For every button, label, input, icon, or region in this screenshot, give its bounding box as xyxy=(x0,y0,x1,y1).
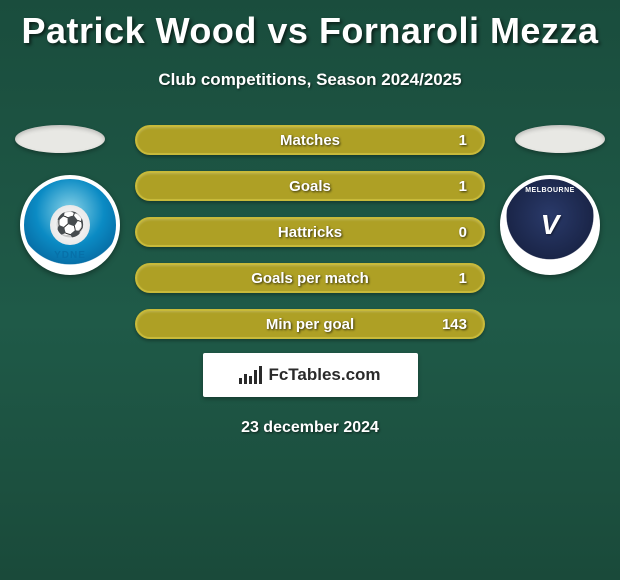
stat-value: 1 xyxy=(459,132,467,149)
stat-label: Matches xyxy=(280,132,340,149)
club-badge-left: YDNE xyxy=(20,175,120,275)
stat-row-hattricks: Hattricks 0 xyxy=(135,217,485,247)
footer-date: 23 december 2024 xyxy=(0,419,620,437)
stat-value: 1 xyxy=(459,178,467,195)
comparison-area: YDNE MELBOURNE V Matches 1 Goals 1 Hattr… xyxy=(0,125,620,345)
brand-logo: FcTables.com xyxy=(203,353,418,397)
ball-icon xyxy=(50,205,90,245)
club-right-top: MELBOURNE xyxy=(504,187,596,194)
stat-value: 1 xyxy=(459,270,467,287)
page-title: Patrick Wood vs Fornaroli Mezza xyxy=(0,0,620,52)
player-photo-left xyxy=(15,125,105,153)
stat-label: Hattricks xyxy=(278,224,342,241)
stat-value: 0 xyxy=(459,224,467,241)
club-right-main: V xyxy=(541,209,560,241)
stat-value: 143 xyxy=(442,316,467,333)
page-subtitle: Club competitions, Season 2024/2025 xyxy=(0,70,620,90)
club-left-code: YDNE xyxy=(24,250,116,261)
chart-icon xyxy=(239,366,262,384)
brand-text: FcTables.com xyxy=(268,365,380,385)
stat-row-matches: Matches 1 xyxy=(135,125,485,155)
stat-row-goals: Goals 1 xyxy=(135,171,485,201)
stat-label: Min per goal xyxy=(266,316,354,333)
stat-row-mpg: Min per goal 143 xyxy=(135,309,485,339)
stat-label: Goals xyxy=(289,178,331,195)
player-photo-right xyxy=(515,125,605,153)
stats-container: Matches 1 Goals 1 Hattricks 0 Goals per … xyxy=(135,125,485,339)
club-badge-right: MELBOURNE V xyxy=(500,175,600,275)
stat-label: Goals per match xyxy=(251,270,369,287)
stat-row-gpm: Goals per match 1 xyxy=(135,263,485,293)
